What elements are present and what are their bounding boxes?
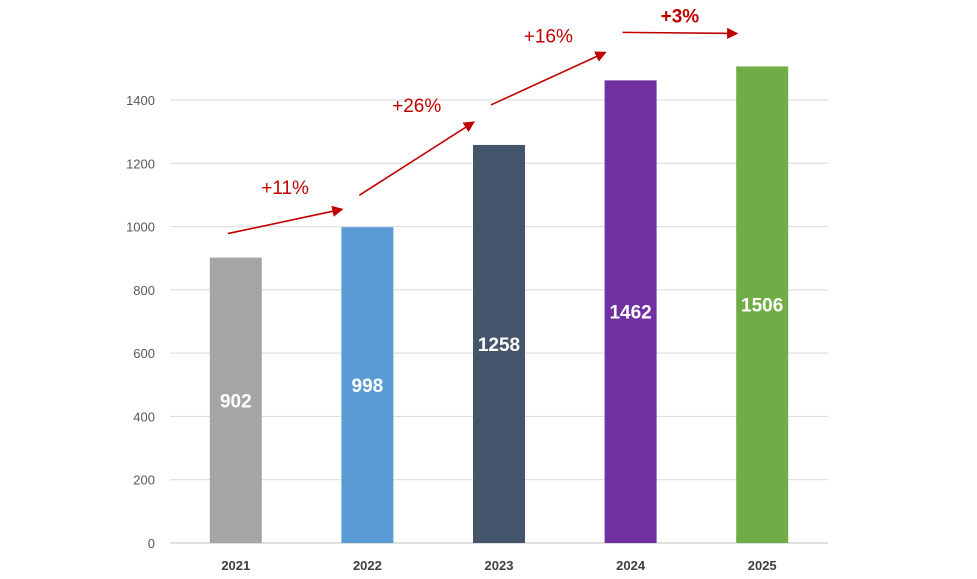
growth-arrow [622,27,739,39]
x-tick-label: 2024 [616,558,646,573]
bar-2022 [341,227,394,543]
x-tick-label: 2023 [485,558,514,573]
y-tick-label: 800 [133,283,155,298]
growth-arrow [358,121,475,196]
y-tick-label: 0 [148,536,155,551]
y-tick-label: 1400 [126,93,155,108]
growth-arrow [490,51,607,106]
y-tick-label: 600 [133,346,155,361]
bar-value-label: 1462 [609,303,651,324]
growth-annotation: +11% [261,178,309,199]
x-tick-label: 2025 [748,558,777,573]
bar-2025 [736,66,789,544]
bar-2024 [604,80,657,543]
x-tick-label: 2022 [353,558,382,573]
y-tick-label: 400 [133,409,155,424]
bar-2023 [473,144,525,543]
bar-value-label: 1258 [478,335,520,356]
y-tick-label: 1000 [126,220,155,235]
y-tick-label: 1200 [126,156,155,171]
bar-value-label: 1506 [741,296,783,317]
bar-value-label: 902 [220,391,252,412]
bar-2021 [209,257,262,543]
growth-annotation: +16% [524,26,573,47]
growth-arrow [227,205,344,235]
bar-value-label: 998 [352,376,384,397]
x-tick-label: 2021 [221,558,250,573]
growth-annotation: +26% [392,96,441,117]
growth-annotation: +3% [661,6,700,27]
y-tick-label: 200 [133,473,155,488]
